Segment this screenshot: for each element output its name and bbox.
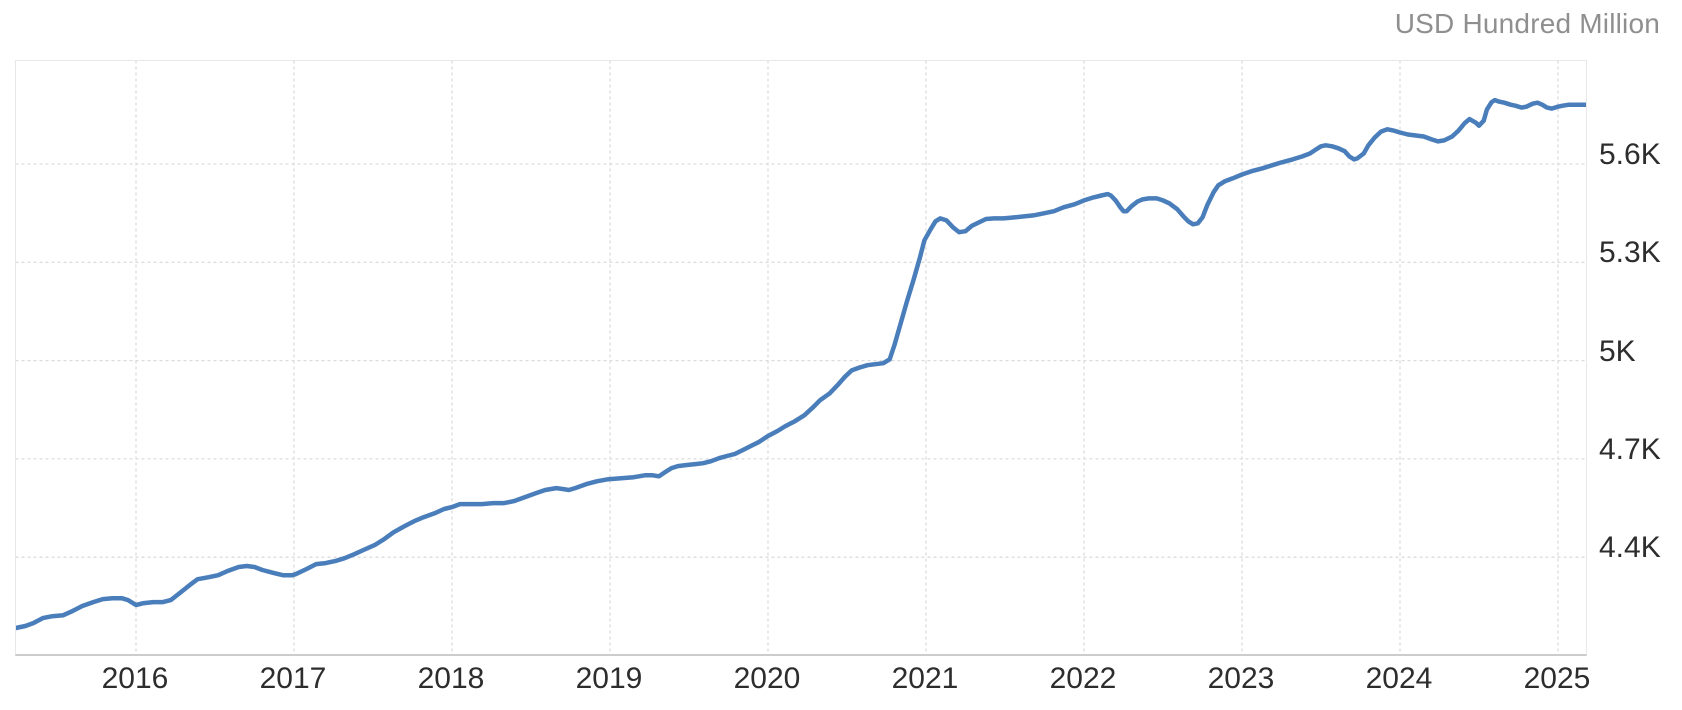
x-axis-tick-label: 2025 (1523, 662, 1591, 695)
line-chart-plot[interactable] (16, 61, 1586, 654)
y-axis-tick-label: 5.6K (1599, 138, 1661, 171)
x-axis-tick-label: 2021 (891, 662, 959, 695)
x-axis-tick-label: 2016 (101, 662, 169, 695)
x-axis-tick-label: 2018 (417, 662, 485, 695)
plot-area[interactable] (15, 60, 1587, 656)
x-axis-tick-label: 2017 (259, 662, 327, 695)
data-series-line[interactable] (16, 97, 1586, 631)
y-axis-tick-label: 4.7K (1599, 432, 1661, 466)
y-axis-tick-label: 4.4K (1599, 531, 1661, 565)
x-axis-tick-label: 2024 (1365, 662, 1433, 695)
x-axis-tick-label: 2020 (733, 662, 801, 695)
x-axis-tick-label: 2023 (1207, 662, 1275, 695)
unit-label: USD Hundred Million (1394, 8, 1660, 39)
y-axis-tick-label: 5K (1599, 334, 1636, 368)
y-axis-tick-label: 5.3K (1599, 236, 1661, 270)
x-axis-tick-label: 2019 (575, 662, 643, 695)
x-axis-tick-label: 2022 (1049, 662, 1117, 695)
